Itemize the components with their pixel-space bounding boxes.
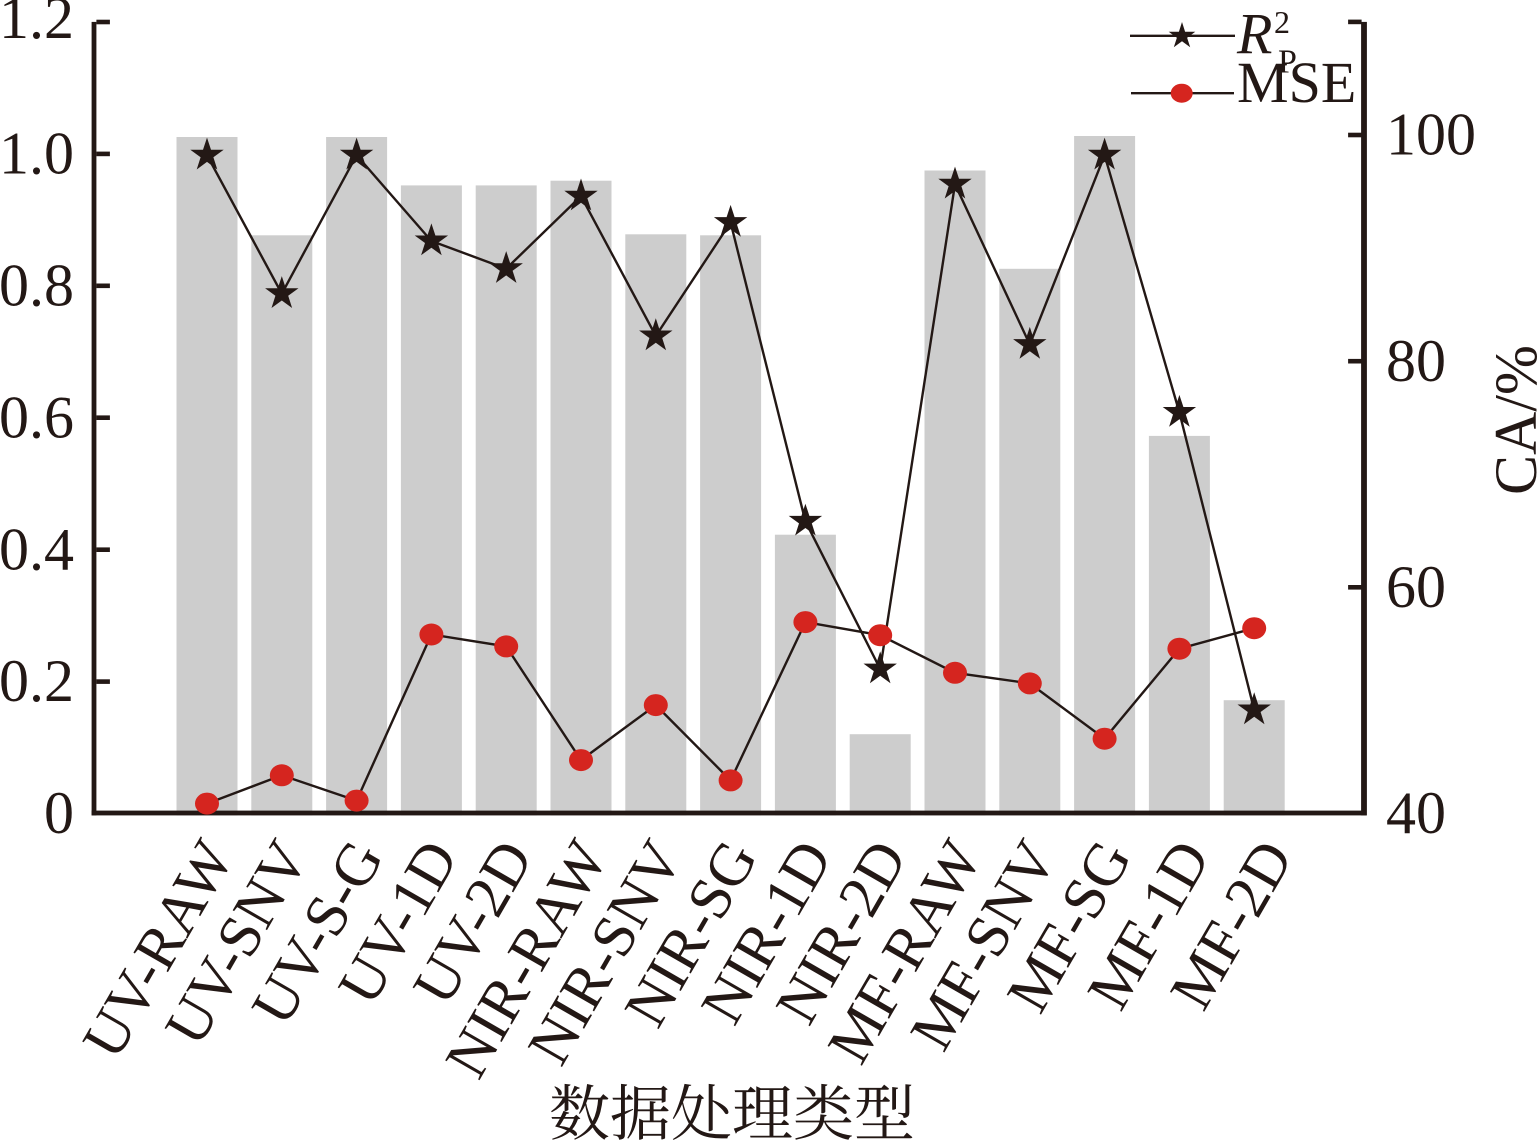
svg-text:40: 40 <box>1386 780 1446 846</box>
svg-text:100: 100 <box>1386 102 1476 168</box>
svg-text:R: R <box>1236 2 1272 67</box>
svg-text:0.8: 0.8 <box>0 252 74 318</box>
svg-text:80: 80 <box>1386 328 1446 394</box>
svg-text:60: 60 <box>1386 554 1446 620</box>
svg-text:1.0: 1.0 <box>0 121 74 187</box>
svg-text:P: P <box>1278 44 1297 81</box>
svg-text:0.2: 0.2 <box>0 648 74 714</box>
svg-text:2: 2 <box>1274 4 1290 40</box>
svg-text:MSE: MSE <box>1237 50 1356 115</box>
svg-text:CA/%: CA/% <box>1483 345 1538 495</box>
svg-text:0: 0 <box>44 780 74 846</box>
svg-text:0.4: 0.4 <box>0 516 74 582</box>
svg-text:0.6: 0.6 <box>0 384 74 450</box>
svg-text:1.2: 1.2 <box>0 0 74 51</box>
